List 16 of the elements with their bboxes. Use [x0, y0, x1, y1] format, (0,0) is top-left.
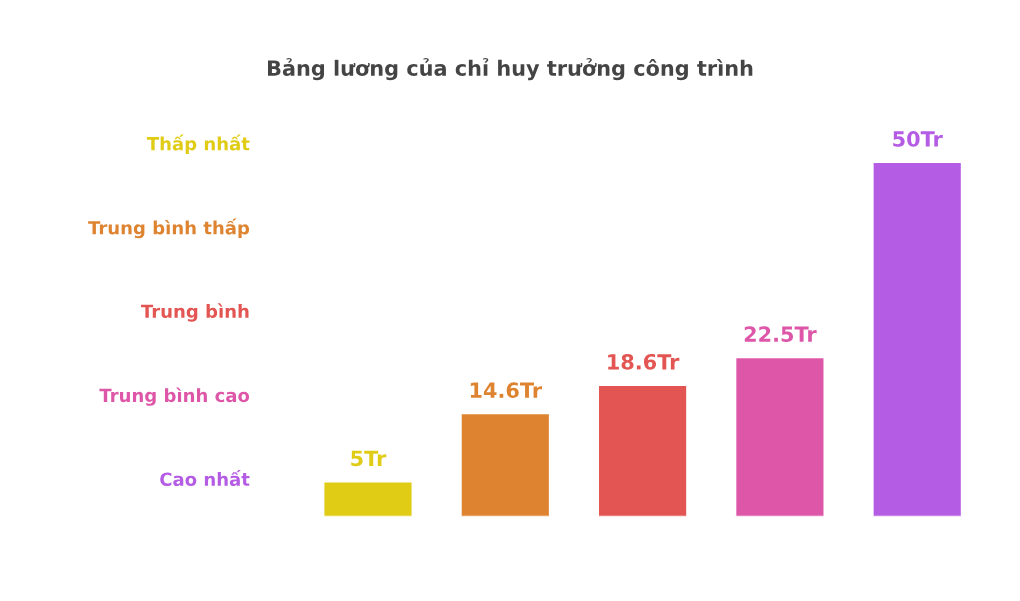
data-label: 18.6Tr — [608, 353, 680, 370]
text: Trung bình thấp — [88, 218, 250, 239]
bar — [459, 412, 551, 517]
data-label: 50Tr — [893, 131, 943, 147]
text: Cao nhất — [160, 469, 250, 487]
data-label: 22.5Tr — [744, 326, 817, 343]
data-label: 5Tr — [351, 450, 387, 467]
text: Thấp nhất — [146, 134, 250, 155]
bar — [734, 356, 826, 517]
text: Trung bình cao — [99, 387, 250, 406]
bar — [596, 383, 689, 517]
data-label: 14.6Tr — [470, 382, 543, 399]
bar — [322, 480, 414, 517]
chart-title: Bảng lương của chỉ huy trưởng công trình — [267, 58, 753, 81]
text: Trung bình — [141, 303, 249, 322]
bar — [871, 160, 963, 517]
